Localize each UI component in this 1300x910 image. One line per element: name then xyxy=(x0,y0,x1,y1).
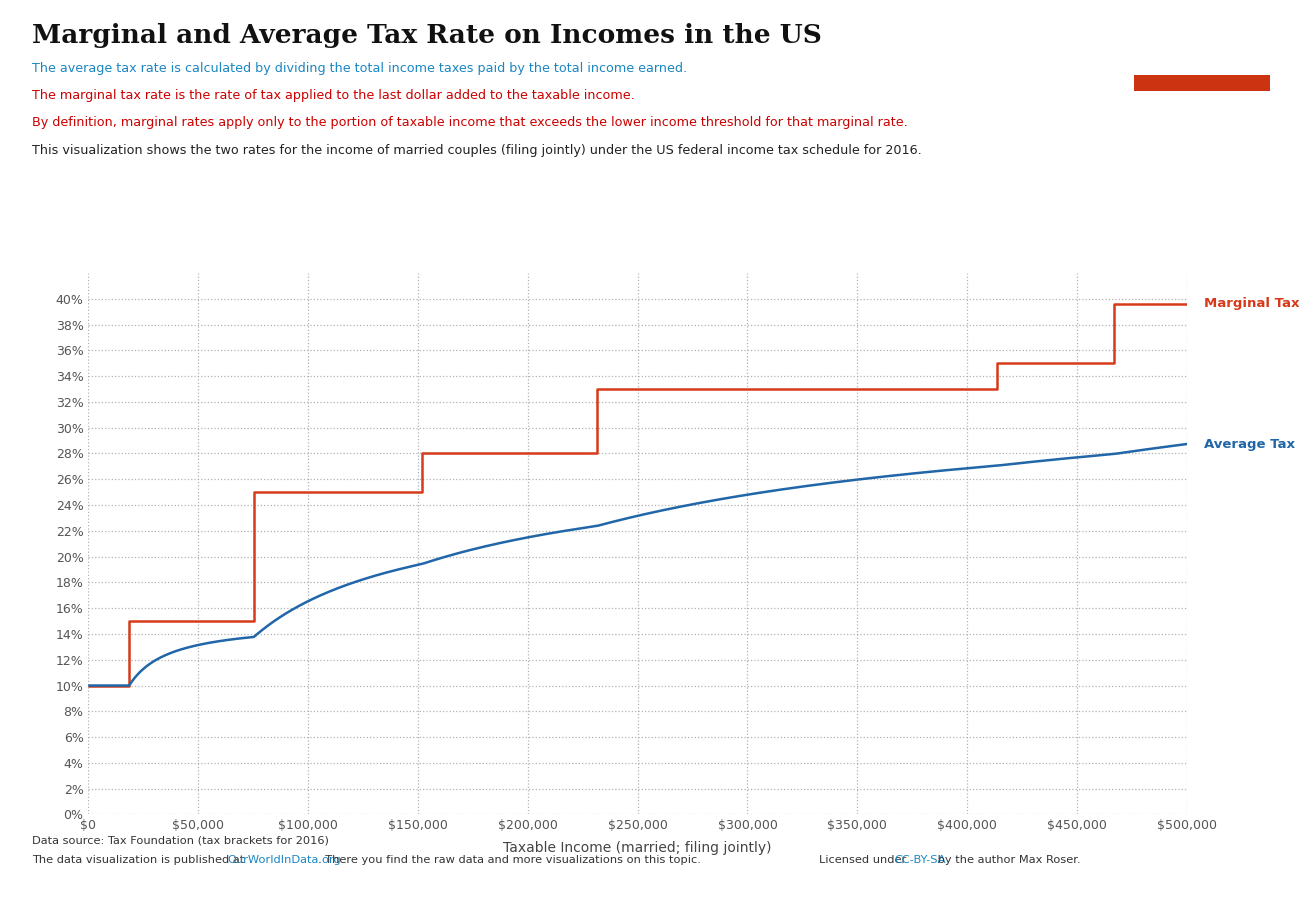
Text: in Data: in Data xyxy=(1175,51,1228,64)
Text: The data visualization is published at: The data visualization is published at xyxy=(32,855,248,865)
Text: Licensed under: Licensed under xyxy=(819,855,910,865)
Text: Marginal and Average Tax Rate on Incomes in the US: Marginal and Average Tax Rate on Incomes… xyxy=(32,23,823,47)
Text: This visualization shows the two rates for the income of married couples (filing: This visualization shows the two rates f… xyxy=(32,144,922,157)
Text: Data source: Tax Foundation (tax brackets for 2016): Data source: Tax Foundation (tax bracket… xyxy=(32,835,329,845)
X-axis label: Taxable Income (married; filing jointly): Taxable Income (married; filing jointly) xyxy=(503,841,772,854)
FancyBboxPatch shape xyxy=(1134,75,1270,91)
Text: CC-BY-SA: CC-BY-SA xyxy=(894,855,945,865)
Text: By definition, marginal rates apply only to the portion of taxable income that e: By definition, marginal rates apply only… xyxy=(32,116,909,129)
Text: The average tax rate is calculated by dividing the total income taxes paid by th: The average tax rate is calculated by di… xyxy=(32,62,688,75)
Text: The marginal tax rate is the rate of tax applied to the last dollar added to the: The marginal tax rate is the rate of tax… xyxy=(32,89,636,102)
Text: Marginal Tax Rate: Marginal Tax Rate xyxy=(1205,298,1300,310)
Text: Average Tax Rate: Average Tax Rate xyxy=(1205,438,1300,450)
Text: OurWorldInData.org: OurWorldInData.org xyxy=(227,855,342,865)
Text: . There you find the raw data and more visualizations on this topic.: . There you find the raw data and more v… xyxy=(317,855,701,865)
Text: by the author Max Roser.: by the author Max Roser. xyxy=(935,855,1080,865)
Text: Our World: Our World xyxy=(1164,31,1240,44)
